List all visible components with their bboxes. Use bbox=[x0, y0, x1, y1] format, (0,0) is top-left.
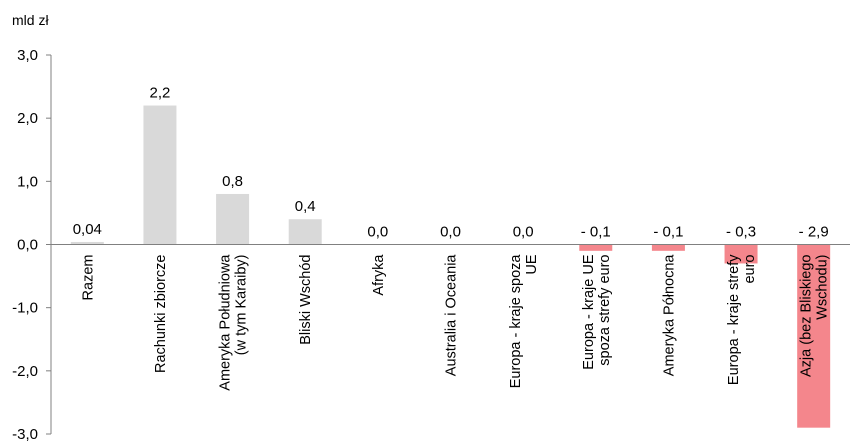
category-label: Europa - kraje spoza UE bbox=[508, 254, 540, 389]
data-label: 0,0 bbox=[513, 224, 534, 241]
category-label-line: euro bbox=[742, 255, 758, 284]
data-label: 0,0 bbox=[367, 224, 388, 241]
data-label: - 2,9 bbox=[799, 224, 829, 241]
category-label-line: Ameryka Północna bbox=[661, 254, 677, 377]
category-label: Europa - kraje UE spoza strefy euro bbox=[581, 254, 613, 370]
category-label: Bliski Wschód bbox=[298, 255, 314, 345]
category-label-line: Ameryka Południowa bbox=[218, 254, 234, 391]
data-label: 0,4 bbox=[295, 198, 316, 215]
y-tick-label: -1,0 bbox=[12, 300, 38, 317]
y-tick-label: 3,0 bbox=[17, 47, 38, 64]
category-label-line: Rachunki zbiorcze bbox=[153, 255, 169, 373]
category-labels-group: Razem Rachunki zbiorcze Ameryka Południowa… bbox=[80, 254, 830, 391]
category-label-line: Australia i Oceania bbox=[444, 254, 460, 377]
category-label-line: Europa - kraje UE bbox=[581, 254, 597, 370]
category-label-line: Afryka bbox=[371, 254, 387, 296]
category-label: Australia i Oceania bbox=[444, 254, 460, 377]
category-label: Ameryka Południowa (w tym Karaiby) bbox=[218, 254, 250, 391]
data-label: - 0,1 bbox=[581, 224, 611, 241]
category-label-line: Wschodu) bbox=[815, 255, 831, 320]
y-tick-label: 0,0 bbox=[17, 237, 38, 254]
category-label-line: UE bbox=[524, 254, 540, 274]
category-label-line: spoza strefy euro bbox=[597, 255, 613, 366]
bar bbox=[651, 244, 685, 251]
category-label: Afryka bbox=[371, 254, 387, 296]
category-label-line: (w tym Karaiby) bbox=[234, 255, 250, 356]
y-tick-label: 2,0 bbox=[17, 110, 38, 127]
category-label-line: Bliski Wschód bbox=[298, 255, 314, 345]
bar bbox=[579, 244, 613, 251]
data-label: - 0,3 bbox=[726, 224, 756, 241]
category-label-line: Europa - kraje strefy bbox=[726, 254, 742, 385]
category-label: Azja (bez Bliskiego Wschodu) bbox=[799, 255, 831, 378]
data-label: - 0,1 bbox=[653, 224, 683, 241]
y-tick-label: 1,0 bbox=[17, 173, 38, 190]
bar bbox=[143, 105, 177, 245]
y-axis: 3,0 2,0 1,0 0,0 -1,0 -2,0 -3,0 bbox=[12, 47, 52, 442]
bar bbox=[797, 244, 831, 428]
unit-label: mld zł bbox=[12, 12, 49, 28]
data-label: 2,2 bbox=[150, 85, 171, 102]
category-label: Razem bbox=[80, 255, 96, 301]
category-label-line: Europa - kraje spoza bbox=[508, 254, 524, 389]
data-labels-group: 0,04 2,2 0,8 0,4 0,0 0,0 0,0 - 0,1 - 0,1 - 0,3 - 2… bbox=[73, 85, 829, 241]
bars-group bbox=[70, 105, 831, 428]
category-label: Europa - kraje strefy euro bbox=[726, 254, 758, 385]
bar bbox=[70, 241, 104, 245]
bar bbox=[724, 244, 758, 264]
data-label: 0,8 bbox=[222, 173, 243, 190]
bar bbox=[216, 193, 250, 245]
bar bbox=[288, 219, 322, 245]
y-tick-label: -3,0 bbox=[12, 426, 38, 442]
data-label: 0,0 bbox=[440, 224, 461, 241]
category-label-line: Azja (bez Bliskiego bbox=[799, 255, 815, 378]
y-tick-label: -2,0 bbox=[12, 363, 38, 380]
category-label: Ameryka Północna bbox=[661, 254, 677, 377]
category-label: Rachunki zbiorcze bbox=[153, 255, 169, 373]
data-label: 0,04 bbox=[73, 221, 102, 238]
category-label-line: Razem bbox=[80, 255, 96, 301]
